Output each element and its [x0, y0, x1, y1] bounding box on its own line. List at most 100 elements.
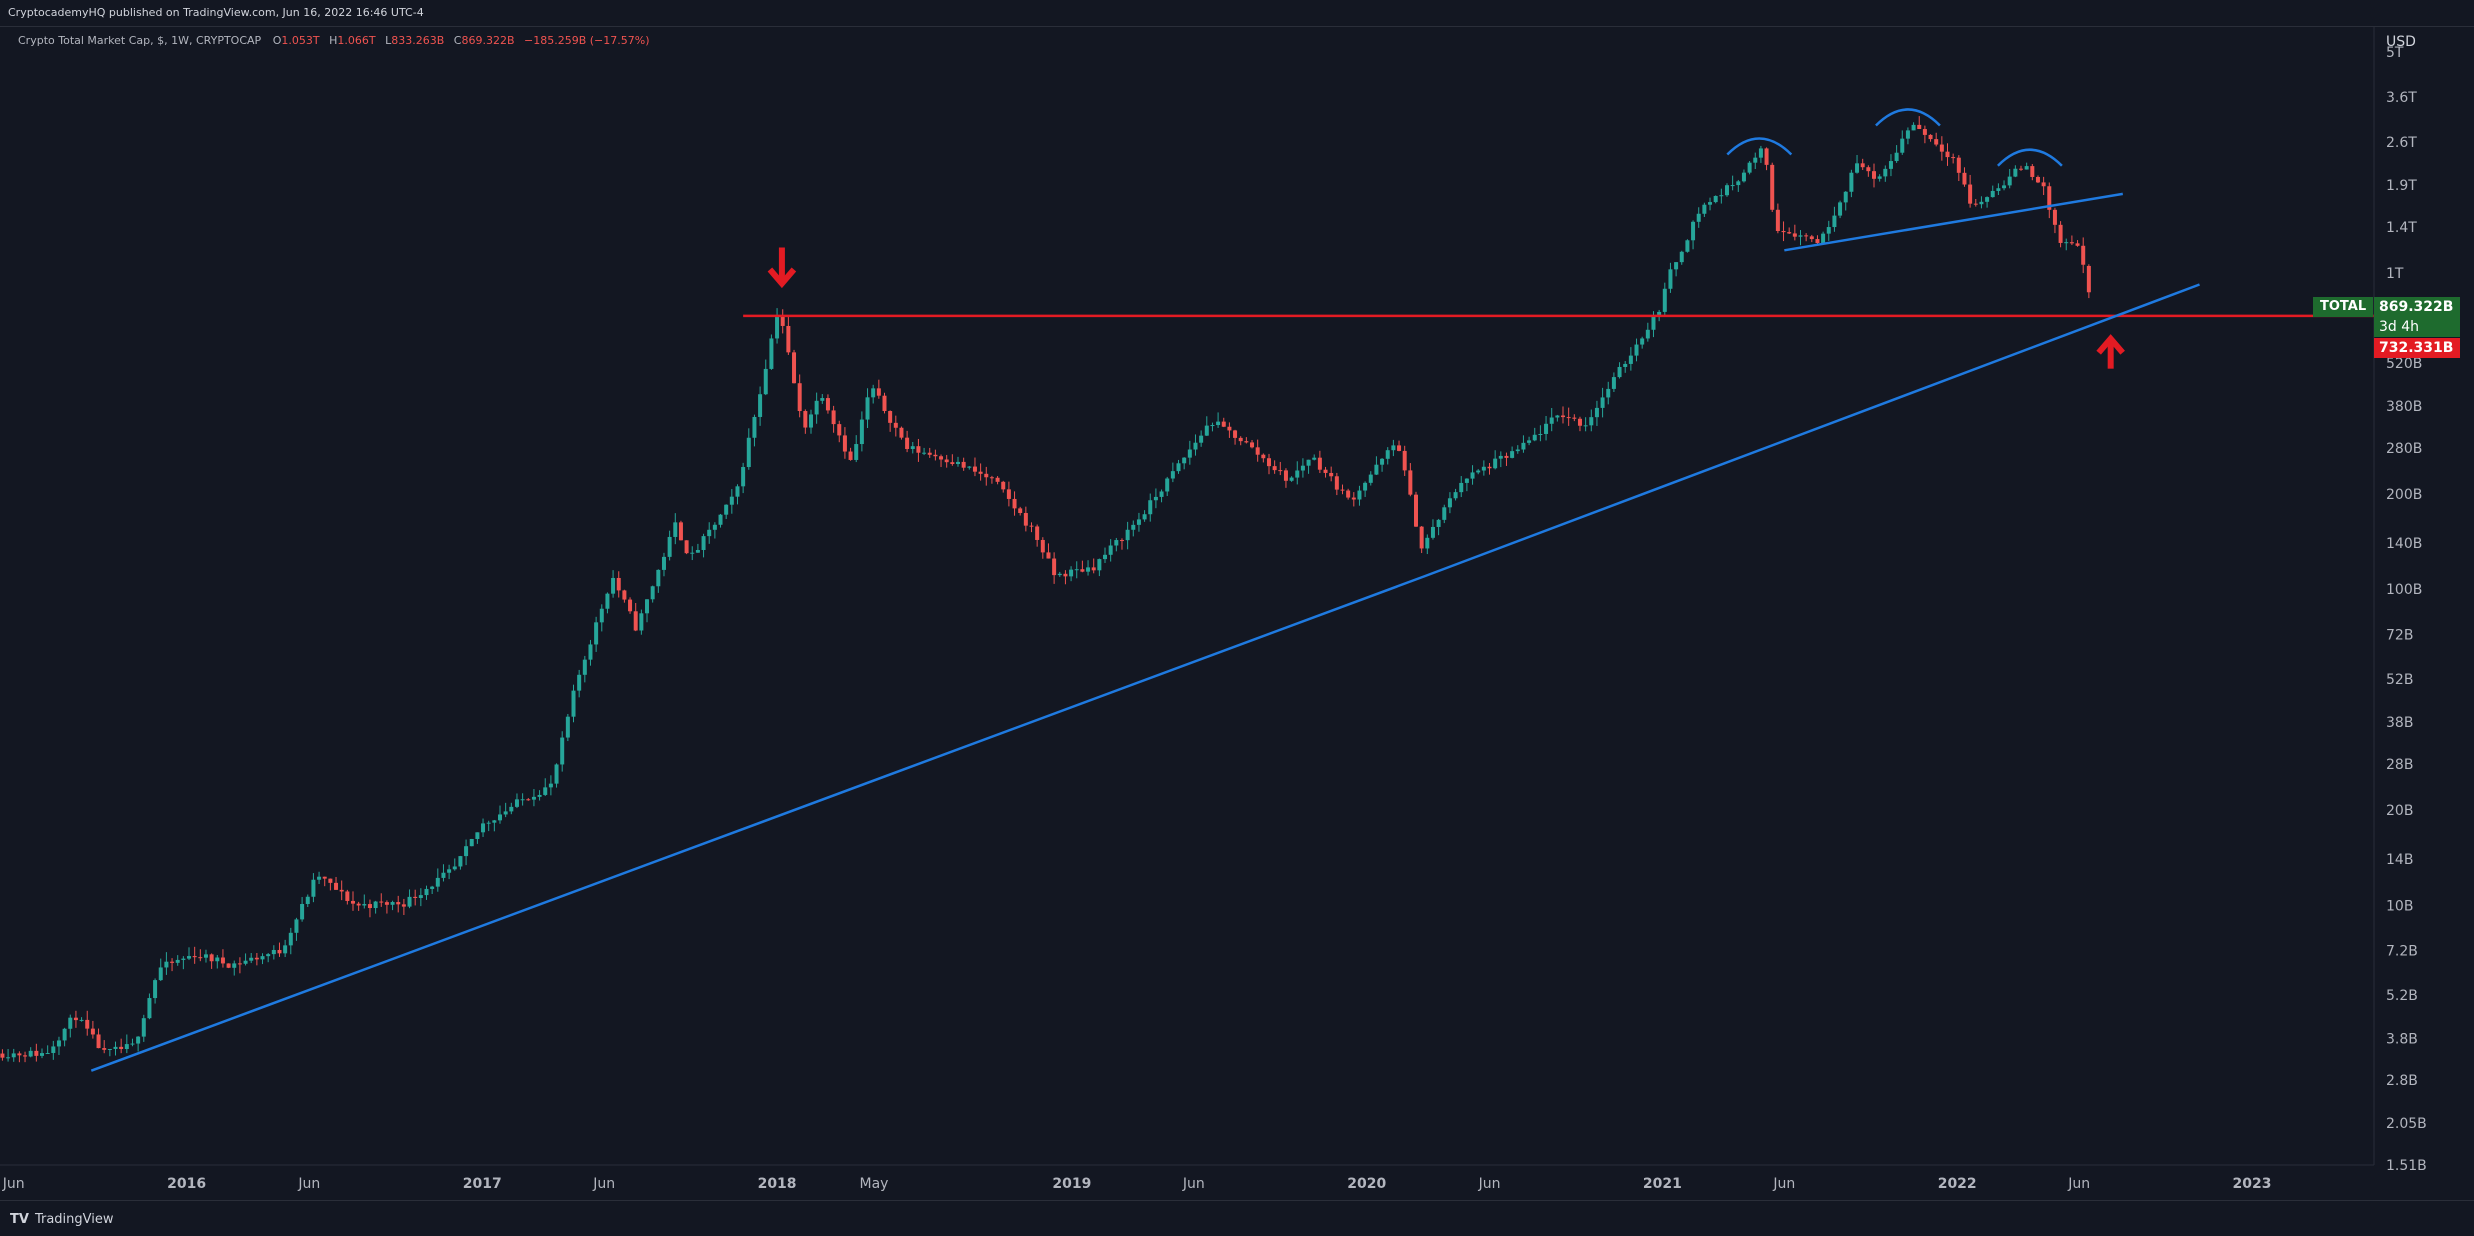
candle-body	[1708, 202, 1713, 205]
level-price-tag: 732.331B	[2374, 338, 2460, 358]
candle-body	[1374, 464, 1379, 475]
symbol-tag: TOTAL	[2313, 297, 2374, 317]
candle-body	[1001, 481, 1006, 490]
candle-body	[51, 1046, 56, 1053]
candle-body	[2069, 242, 2074, 244]
up-arrow-icon	[2096, 334, 2125, 369]
candle-body	[1798, 235, 1803, 237]
candle-body	[1436, 519, 1441, 527]
price-scale-label: 1T	[2386, 266, 2404, 282]
candle-body	[175, 959, 180, 963]
candle-body	[1329, 472, 1334, 477]
candle-body	[712, 524, 717, 530]
candle-body	[1476, 470, 1481, 473]
candle-body	[1855, 163, 1860, 173]
time-axis-label: 2019	[1052, 1176, 1091, 1192]
candle-body	[203, 954, 208, 958]
symbol-legend[interactable]: Crypto Total Market Cap, $, 1W, CRYPTOCA…	[18, 34, 650, 47]
candle-body	[424, 888, 429, 896]
candle-body	[1504, 455, 1509, 458]
candle-body	[1097, 559, 1102, 571]
candle-body	[560, 737, 565, 765]
candle-body	[1623, 363, 1628, 367]
candle-body	[107, 1048, 112, 1050]
current-price-tag: 869.322B	[2374, 297, 2460, 317]
candle-body	[226, 963, 231, 968]
candle-body	[1928, 134, 1933, 140]
candle-body	[565, 716, 570, 738]
candle-body	[2019, 168, 2024, 170]
candle-body	[1153, 496, 1158, 501]
candle-body	[1809, 236, 1814, 240]
candle-body	[1606, 388, 1611, 398]
candle-body	[854, 444, 859, 460]
candle-body	[1306, 459, 1311, 466]
candle-body	[1572, 417, 1577, 419]
candle-body	[1233, 430, 1238, 438]
candle-body	[905, 437, 910, 449]
candle-body	[283, 945, 288, 954]
open-value: 1.053T	[281, 34, 320, 47]
candle-body	[1447, 498, 1452, 508]
candle-body	[1029, 525, 1034, 527]
close-label: C	[453, 34, 462, 47]
tradingview-logo[interactable]: TV TradingView	[10, 1212, 113, 1227]
candle-body	[1821, 233, 1826, 244]
candle-body	[1787, 232, 1792, 234]
candle-body	[254, 957, 259, 960]
candle-body	[509, 806, 514, 812]
time-axis-label: May	[860, 1176, 889, 1192]
down-arrow-head	[767, 267, 797, 289]
time-axis-label: 2020	[1347, 1176, 1386, 1192]
price-scale-label: 7.2B	[2386, 944, 2418, 960]
candle-body	[141, 1018, 146, 1037]
candle-body	[1012, 498, 1017, 509]
candle-body	[1380, 458, 1385, 465]
candle-body	[441, 872, 446, 878]
candle-body	[322, 876, 327, 879]
price-scale-label: 14B	[2386, 852, 2413, 868]
candle-body	[1046, 552, 1051, 559]
candle-body	[842, 435, 847, 452]
candle-body	[922, 452, 927, 454]
candle-body	[1323, 469, 1328, 473]
candle-body	[153, 980, 158, 999]
candle-body	[1142, 514, 1147, 520]
candle-body	[588, 644, 593, 660]
price-scale-label: 5T	[2386, 45, 2404, 61]
candle-body	[1148, 500, 1153, 515]
price-scale-label: 3.6T	[2386, 90, 2417, 106]
candle-body	[102, 1048, 107, 1050]
candle-body	[786, 325, 791, 353]
candle-body	[582, 659, 587, 675]
open-label: O	[272, 34, 282, 47]
candle-body	[277, 949, 282, 954]
candle-body	[1724, 185, 1729, 196]
candle-body	[673, 522, 678, 537]
candle-body	[984, 473, 989, 478]
time-axis-label: Jun	[297, 1176, 320, 1192]
candle-body	[1204, 425, 1209, 436]
candle-body	[215, 957, 220, 962]
candle-body	[1170, 471, 1175, 479]
candle-body	[373, 901, 378, 909]
trend-line	[1784, 192, 2123, 252]
candle-body	[599, 608, 604, 623]
candle-body	[1651, 315, 1656, 330]
candle-body	[2086, 265, 2091, 293]
annotations-layer	[90, 108, 2374, 1072]
candle-body	[271, 949, 276, 955]
candle-body	[1894, 152, 1899, 162]
candle-body	[17, 1053, 22, 1056]
candle-body	[616, 577, 621, 591]
high-value: 1.066T	[337, 34, 376, 47]
candle-body	[944, 459, 949, 463]
time-axis-label: Jun	[2, 1176, 25, 1192]
candle-body	[628, 599, 633, 612]
candle-body	[28, 1050, 33, 1057]
price-scale-label: 2.05B	[2386, 1116, 2427, 1132]
candle-body	[1843, 191, 1848, 203]
candle-body	[2081, 245, 2086, 265]
candle-body	[956, 461, 961, 465]
